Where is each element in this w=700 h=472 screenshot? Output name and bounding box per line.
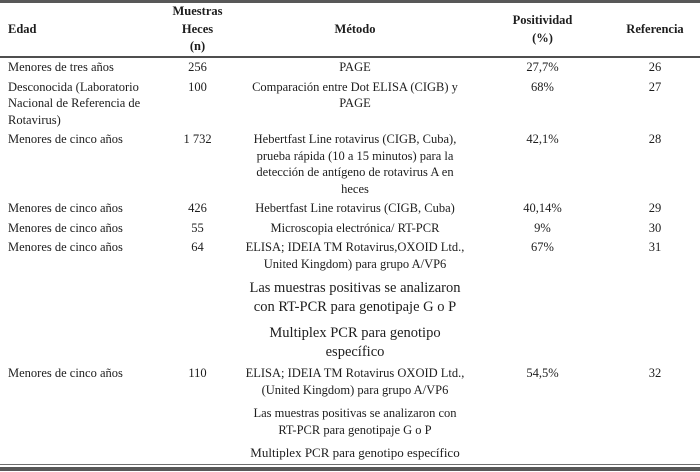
positividad-cell: 67%	[531, 240, 554, 254]
referencia-cell: 28	[648, 132, 662, 146]
muestras-n-cell: 100	[188, 79, 207, 94]
muestras-n-cell: 55	[191, 220, 204, 235]
column-header-metodo: Método	[235, 3, 475, 58]
referencia-cell: 30	[648, 220, 662, 235]
positividad-cell: 27,7%	[526, 60, 559, 74]
table-row: Menores de cinco años 426 Hebertfast Lin…	[0, 199, 700, 219]
table-row: Menores de tres años 256 PAGE 27,7% 26	[0, 57, 700, 78]
table-row: Desconocida (Laboratorio Nacional de Refe…	[0, 78, 700, 131]
note-cell: Las muestras positivas se analizaron con …	[0, 274, 700, 319]
table-row: Menores de cinco años 110 ELISA; IDEIA T…	[0, 364, 700, 400]
referencia-cell: 32	[648, 366, 662, 380]
column-header-edad: Edad	[0, 3, 160, 58]
method-note-text: Multiplex PCR para genotipo específico	[250, 445, 460, 460]
metodo-cell: Microscopia electrónica/ RT-PCR	[270, 220, 440, 235]
muestras-n-cell: 110	[188, 366, 207, 380]
edad-cell: Menores de cinco años	[8, 220, 123, 235]
positividad-cell: 42,1%	[526, 132, 559, 146]
metodo-cell: ELISA; IDEIA TM Rotavirus OXOID Ltd., (Un…	[245, 366, 465, 397]
positividad-cell: 54,5%	[526, 366, 559, 380]
column-header-muestras-heces-n: Muestras Heces (n)	[160, 3, 235, 58]
muestras-n-cell: 1 732	[183, 132, 212, 146]
edad-cell: Menores de cinco años	[8, 201, 123, 215]
positividad-cell: 40,14%	[523, 201, 562, 215]
muestras-n-cell: 256	[188, 60, 207, 74]
note-cell: Multiplex PCR para genotipo específico	[0, 440, 700, 464]
edad-cell: Desconocida (Laboratorio Nacional de Refe…	[8, 79, 141, 127]
edad-cell: Menores de cinco años	[8, 366, 123, 380]
table-header-row: Edad Muestras Heces (n) Método Positividad…	[0, 3, 700, 58]
referencia-cell: 29	[648, 201, 662, 215]
edad-cell: Menores de cinco años	[8, 240, 123, 254]
metodo-cell: Hebertfast Line rotavirus (CIGB, Cuba), p…	[253, 132, 457, 196]
positividad-cell: 68%	[531, 79, 554, 94]
referencia-cell: 27	[648, 79, 662, 94]
metodo-cell: Comparación entre Dot ELISA (CIGB) y PAGE	[252, 79, 458, 111]
method-note-row: Multiplex PCR para genotipo específico	[0, 440, 700, 464]
muestras-n-cell: 426	[188, 201, 207, 215]
positividad-cell: 9%	[534, 220, 551, 235]
table-row: Menores de cinco años 1 732 Hebertfast L…	[0, 130, 700, 199]
rotavirus-studies-table: Edad Muestras Heces (n) Método Positividad…	[0, 3, 700, 464]
note-cell: Multiplex PCR para genotipo específico	[0, 319, 700, 364]
method-note-row: Las muestras positivas se analizaron con…	[0, 400, 700, 440]
table-top-rule	[0, 0, 700, 3]
column-header-referencia: Referencia	[610, 3, 700, 58]
table-row: Menores de cinco años 64 ELISA; IDEIA TM…	[0, 238, 700, 274]
metodo-cell: ELISA; IDEIA TM Rotavirus,OXOID Ltd., Uni…	[245, 240, 465, 271]
method-note-text: Multiplex PCR para genotipo específico	[269, 325, 441, 360]
muestras-n-cell: 64	[191, 240, 204, 254]
column-header-positividad: Positividad (%)	[475, 3, 610, 58]
note-cell: Las muestras positivas se analizaron con…	[0, 400, 700, 440]
referencia-cell: 26	[648, 60, 662, 74]
method-note-row: Multiplex PCR para genotipo específico	[0, 319, 700, 364]
edad-cell: Menores de cinco años	[8, 132, 123, 146]
method-note-row: Las muestras positivas se analizaron con …	[0, 274, 700, 319]
referencia-cell: 31	[648, 240, 662, 254]
method-note-text: Las muestras positivas se analizaron con …	[249, 280, 461, 315]
metodo-cell: Hebertfast Line rotavirus (CIGB, Cuba)	[255, 201, 455, 215]
method-note-text: Las muestras positivas se analizaron con…	[253, 406, 457, 437]
table-row: Menores de cinco años 55 Microscopia ele…	[0, 219, 700, 239]
table-bottom-rule-thick	[0, 466, 700, 471]
metodo-cell: PAGE	[339, 60, 371, 74]
edad-cell: Menores de tres años	[8, 60, 114, 74]
table-bottom-rule-thin	[0, 463, 700, 465]
